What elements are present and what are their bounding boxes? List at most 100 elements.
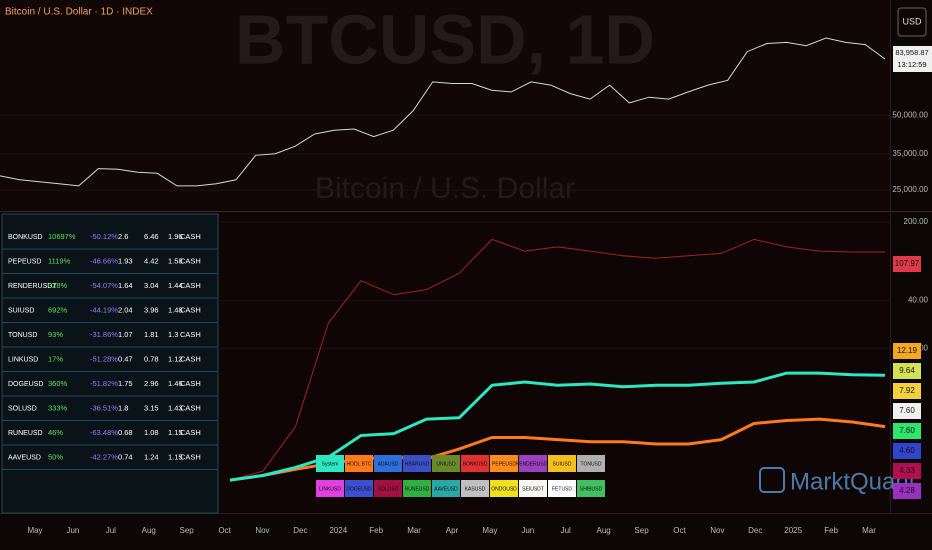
value-label-box [893,463,921,479]
table-cell: 1.58 [168,256,183,265]
time-label: 2024 [329,526,347,535]
legend-label: SOLUSD [378,486,399,492]
y-tick-label: 50,000.00 [892,110,928,119]
time-label: Dec [293,526,307,535]
legend-label: TONUSD [580,461,601,467]
table-cell: 1.75 [118,379,133,388]
time-label: Feb [369,526,383,535]
legend-label: AAVEUSD [434,486,458,492]
symbol-title: Bitcoin / U.S. Dollar · 1D · INDEX [5,7,153,18]
legend-label: FETUSD [552,486,572,492]
legend-swatch [519,455,547,472]
y-tick-label: 200.00 [904,217,929,226]
table-cell: -46.66% [90,256,118,265]
table-cell: 4.42 [144,256,159,265]
last-price: 83,958.87 [895,48,928,57]
table-cell: 46% [48,428,63,437]
value-label-box [893,256,921,272]
table-cell: CASH [180,379,201,388]
legend-label: LINKUSD [319,486,341,492]
legend-label: ONDOUSD [491,486,517,492]
table-cell: CASH [180,232,201,241]
table-cell: 1.24 [144,452,159,461]
legend-swatch [461,480,489,497]
watermark-sub: Bitcoin / U.S. Dollar [315,172,575,205]
value-label-box [893,483,921,499]
watermark: BTCUSD, 1D [235,0,655,78]
table-cell: CASH [180,403,201,412]
value-label: 4.33 [899,466,915,475]
value-label-box [893,403,921,419]
legend-label: BONKUSD [463,461,488,467]
table-cell: 0.78 [144,354,159,363]
time-label: Apr [446,526,459,535]
table-cell: 333% [48,403,68,412]
table-cell: -36.51% [90,403,118,412]
table-cell: BONKUSD [8,234,43,241]
table-cell: 10697% [48,232,76,241]
last-price-box [893,46,932,72]
table-cell: -54.07% [90,281,118,290]
time-label: May [482,526,497,535]
table-cell: CASH [180,354,201,363]
value-label-box [893,383,921,399]
table-cell: 1.8 [118,403,128,412]
table-cell: 1.64 [118,281,133,290]
table-cell: 1.07 [118,330,133,339]
value-label-box [893,363,921,379]
table-cell: -42.27% [90,452,118,461]
legend-label: SUIUSD [553,461,572,467]
legend-swatch [374,480,402,497]
legend-label: ADAUSD [378,461,399,467]
table-cell: 1.96 [168,232,183,241]
table-cell: 328% [48,281,68,290]
value-label-box [893,423,921,439]
table-cell: CASH [180,305,201,314]
legend-label: HBARUSD [405,461,430,467]
legend-swatch [490,455,518,472]
table-cell: PEPEUSD [8,258,41,265]
legend-label: RENDERUSDT [516,461,551,467]
value-label: 7.92 [899,386,915,395]
time-label: Jul [561,526,571,535]
value-label: 107.97 [895,259,920,268]
table-cell: 6.46 [144,232,159,241]
time-label: Feb [824,526,838,535]
y-tick-label: 25,000.00 [892,185,928,194]
table-cell: 1.81 [144,330,159,339]
time-label: Aug [142,526,156,535]
currency-button[interactable] [897,7,927,37]
legend-swatch [316,480,344,497]
table-cell: 1.93 [118,256,133,265]
table-cell: -44.19% [90,305,118,314]
time-label: Jul [106,526,116,535]
legend-swatch [374,455,402,472]
legend-swatch [432,480,460,497]
table-cell: DOGEUSD [8,381,43,388]
table-cell: 1.15 [168,428,183,437]
price-line [0,37,886,187]
legend-swatch [316,455,344,472]
legend-swatch [432,455,460,472]
legend-swatch [577,455,605,472]
table-cell: 93% [48,330,63,339]
value-label: 9.64 [899,366,915,375]
logo-icon [759,467,785,493]
table-cell: SUIUSD [8,307,34,314]
table-cell: 1.08 [144,428,159,437]
time-label: Nov [710,526,724,535]
table-cell: -31.86% [90,330,118,339]
table-cell: RUNEUSD [8,430,43,437]
time-label: Oct [218,526,231,535]
currency-label: USD [902,16,922,26]
legend-swatch [345,455,373,472]
table-cell: 1.46 [168,379,183,388]
legend-label: RUNEUSD [405,486,430,492]
equity-line [229,238,885,481]
table-cell: 692% [48,305,68,314]
table-cell: CASH [180,428,201,437]
table-cell: 1119% [48,256,71,265]
legend-label: DOGEUSD [346,486,372,492]
table-cell: -51.28% [90,354,118,363]
legend-label: PEPEUSD [492,461,516,467]
